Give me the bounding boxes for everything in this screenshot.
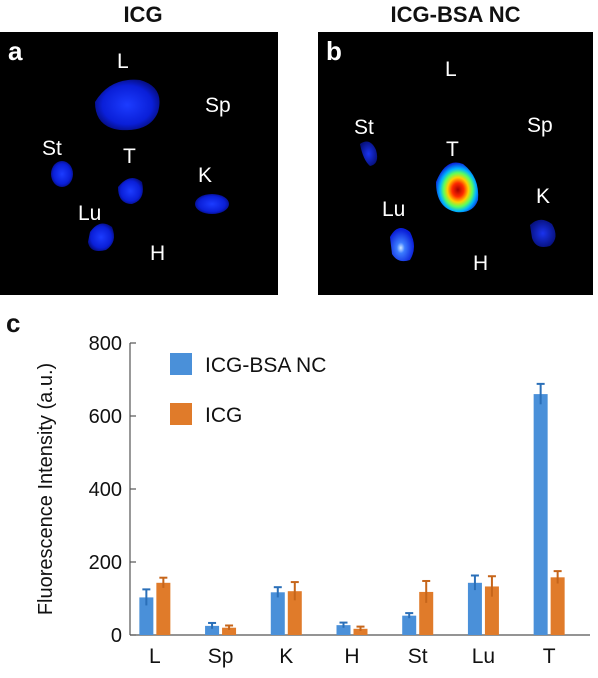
organ-liver-a <box>95 79 160 131</box>
organ-stomach-b <box>360 141 378 166</box>
panel-b-image: b L St Sp T Lu K H <box>318 32 593 295</box>
panel-a-organs <box>51 79 229 251</box>
label-heart-b: H <box>473 252 489 275</box>
label-lung-b: Lu <box>382 198 406 221</box>
legend-swatch <box>170 353 192 375</box>
bar <box>402 615 417 635</box>
organ-kidney-b <box>530 219 556 247</box>
bar-chart: 0 200 400 600 800 Fluorescence Intensity (a.u… <box>0 305 598 673</box>
bar-chart-svg: 0 200 400 600 800 Fluorescence Intensity (a.u… <box>35 333 590 668</box>
y-tick-label: 400 <box>89 479 122 501</box>
bar <box>550 577 565 635</box>
label-stomach-b: St <box>354 116 374 139</box>
bar <box>467 582 482 635</box>
bar <box>287 591 302 635</box>
organ-lung-a <box>88 223 114 251</box>
legend-swatch <box>170 403 192 425</box>
x-tick-label: Sp <box>208 645 234 668</box>
x-tick-label: Lu <box>472 645 495 668</box>
x-tick-label: K <box>279 645 293 668</box>
bar <box>419 591 434 635</box>
bar <box>336 625 351 635</box>
panel-a-title: ICG <box>123 2 163 27</box>
label-tumor-b: T <box>446 138 459 161</box>
label-liver-a: L <box>117 50 129 73</box>
panel-b-title: ICG-BSA NC <box>390 2 521 27</box>
panel-a-image: a L Sp St T K Lu H <box>0 32 278 295</box>
x-tick-label: T <box>543 645 556 668</box>
label-tumor-a: T <box>123 145 136 168</box>
y-tick-label: 800 <box>89 333 122 355</box>
x-tick-label: H <box>344 645 359 668</box>
organ-tumor-b <box>436 162 479 213</box>
bar <box>353 628 368 635</box>
label-liver-b: L <box>445 58 457 81</box>
legend-label: ICG-BSA NC <box>205 354 326 377</box>
organ-lung-b <box>390 228 414 262</box>
organ-kidney-a <box>195 194 229 214</box>
x-tick-label: St <box>408 645 428 668</box>
label-stomach-a: St <box>42 137 62 160</box>
y-tick-label: 600 <box>89 406 122 428</box>
bar <box>222 627 237 635</box>
panel-b-letter: b <box>326 36 342 66</box>
panel-b-organs <box>360 141 556 262</box>
x-tick-label: L <box>149 645 161 668</box>
label-spleen-a: Sp <box>205 94 231 117</box>
bar <box>270 592 285 635</box>
label-lung-a: Lu <box>78 202 102 225</box>
bar <box>484 586 499 635</box>
y-tick-label: 0 <box>111 625 122 647</box>
y-axis-label: Fluorescence Intensity (a.u.) <box>35 363 57 615</box>
organ-stomach-a <box>51 161 73 187</box>
bar <box>139 597 154 635</box>
panel-c-letter: c <box>6 308 21 338</box>
legend-label: ICG <box>205 404 242 427</box>
label-spleen-b: Sp <box>527 114 553 137</box>
bar <box>156 582 171 635</box>
bar <box>205 625 220 635</box>
label-kidney-b: K <box>536 185 551 208</box>
y-tick-label: 200 <box>89 552 122 574</box>
bar <box>533 394 548 635</box>
organ-tumor-a <box>118 178 143 204</box>
label-heart-a: H <box>150 242 166 265</box>
label-kidney-a: K <box>198 164 213 187</box>
panel-a-letter: a <box>8 36 23 66</box>
